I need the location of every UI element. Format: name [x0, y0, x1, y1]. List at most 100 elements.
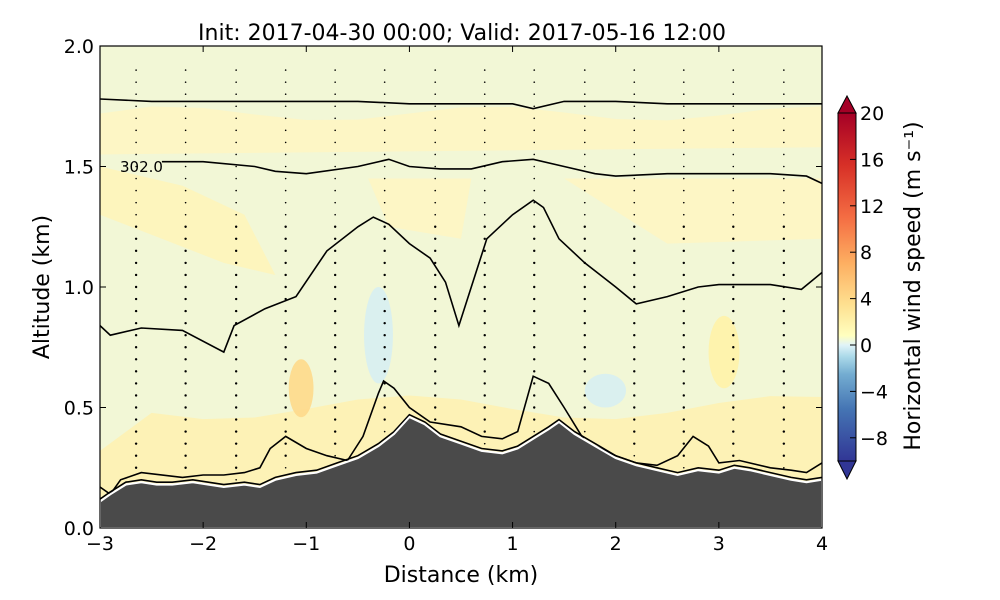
wind-vector	[134, 334, 138, 337]
wind-vector	[633, 249, 636, 253]
wind-vector	[135, 117, 137, 120]
colorbar-tick-label: 4	[860, 289, 872, 311]
wind-vector	[383, 105, 386, 108]
wind-vector	[334, 165, 336, 168]
wind-vector	[234, 382, 238, 385]
wind-vectors	[134, 69, 786, 481]
wind-vector	[533, 201, 536, 204]
wind-band-upper	[100, 106, 822, 155]
isentrope-line-4	[100, 413, 822, 500]
colorbar-extend-max	[837, 94, 857, 114]
wind-vector	[732, 273, 735, 277]
wind-vector	[583, 370, 586, 373]
wind-vector	[284, 105, 287, 108]
wind-vector	[333, 225, 337, 228]
wind-vector	[434, 69, 437, 71]
wind-vector	[434, 201, 437, 204]
wind-vector	[234, 249, 238, 253]
wind-vector	[633, 358, 636, 361]
wind-vector	[434, 334, 437, 337]
wind-vector	[483, 69, 486, 71]
wind-vector	[234, 309, 238, 313]
wind-vector	[234, 358, 238, 361]
y-axis: 0.0 0.5 1.0 1.5 2.0	[64, 36, 822, 540]
wind-anomaly-2	[584, 373, 627, 408]
wind-vector	[235, 69, 237, 71]
wind-vector	[483, 153, 486, 156]
wind-vector	[583, 249, 586, 253]
wind-vector	[284, 358, 287, 361]
wind-vector	[134, 370, 138, 373]
colorbar: −8 −4 0 4 8 12 16 20 Horizontal wind speed (m s…	[837, 94, 926, 481]
wind-vector	[732, 297, 735, 301]
wind-vector	[333, 334, 337, 337]
wind-vector	[533, 394, 536, 397]
wind-vector	[732, 406, 735, 409]
x-tick-label: −3	[86, 533, 114, 555]
wind-vector	[184, 454, 187, 457]
wind-vector	[483, 225, 486, 228]
wind-vector	[682, 273, 685, 277]
wind-vector	[333, 370, 337, 373]
wind-vector	[383, 237, 386, 240]
wind-vector	[234, 406, 238, 409]
wind-vector	[483, 334, 486, 337]
wind-vector	[184, 358, 187, 361]
wind-vector	[633, 153, 636, 156]
wind-vector	[732, 189, 735, 192]
wind-vector	[732, 442, 735, 445]
wind-vector	[284, 141, 287, 144]
wind-vector	[383, 153, 386, 156]
wind-vector	[533, 69, 536, 71]
wind-vector	[782, 442, 786, 445]
wind-vector	[184, 309, 187, 313]
wind-vector	[234, 237, 238, 240]
wind-vector	[284, 237, 287, 240]
wind-vector	[434, 261, 437, 265]
wind-vector	[682, 213, 685, 216]
isentrope-contours	[100, 98, 822, 500]
wind-vector	[583, 418, 586, 421]
wind-vector	[682, 454, 685, 457]
wind-vector	[334, 69, 336, 71]
wind-vector	[483, 346, 486, 349]
wind-vector	[383, 201, 386, 204]
colorbar-body	[837, 112, 857, 462]
wind-vector	[583, 382, 586, 385]
wind-vector	[682, 141, 685, 144]
wind-vector	[583, 430, 586, 433]
wind-vector	[483, 394, 486, 397]
wind-vector	[682, 442, 685, 445]
wind-vector	[284, 273, 287, 277]
wind-vector	[184, 261, 187, 265]
wind-vector	[434, 165, 437, 168]
wind-vector	[783, 69, 785, 71]
wind-vector	[782, 370, 786, 373]
wind-vector	[284, 442, 287, 445]
wind-vector	[732, 117, 735, 120]
wind-vector	[682, 81, 685, 83]
wind-vector	[284, 117, 287, 120]
wind-vector	[134, 249, 138, 253]
wind-vector	[583, 358, 586, 361]
wind-vector	[533, 81, 536, 83]
wind-vector	[783, 165, 785, 168]
wind-vector	[134, 285, 138, 289]
wind-vector	[782, 430, 786, 433]
wind-vector	[483, 93, 486, 95]
wind-vector	[184, 466, 187, 469]
y-tick-label: 2.0	[64, 36, 94, 58]
wind-vector	[732, 370, 735, 373]
wind-vector	[732, 129, 735, 132]
wind-vector	[583, 285, 586, 289]
wind-vector	[383, 225, 386, 228]
y-tick-label: 1.0	[64, 277, 94, 299]
wind-vector	[682, 261, 685, 265]
wind-vector	[782, 321, 786, 325]
wind-anomaly-0	[288, 359, 314, 418]
wind-vector	[732, 454, 735, 457]
wind-vector	[383, 249, 386, 253]
wind-vector	[583, 117, 586, 120]
wind-vector	[334, 105, 336, 108]
